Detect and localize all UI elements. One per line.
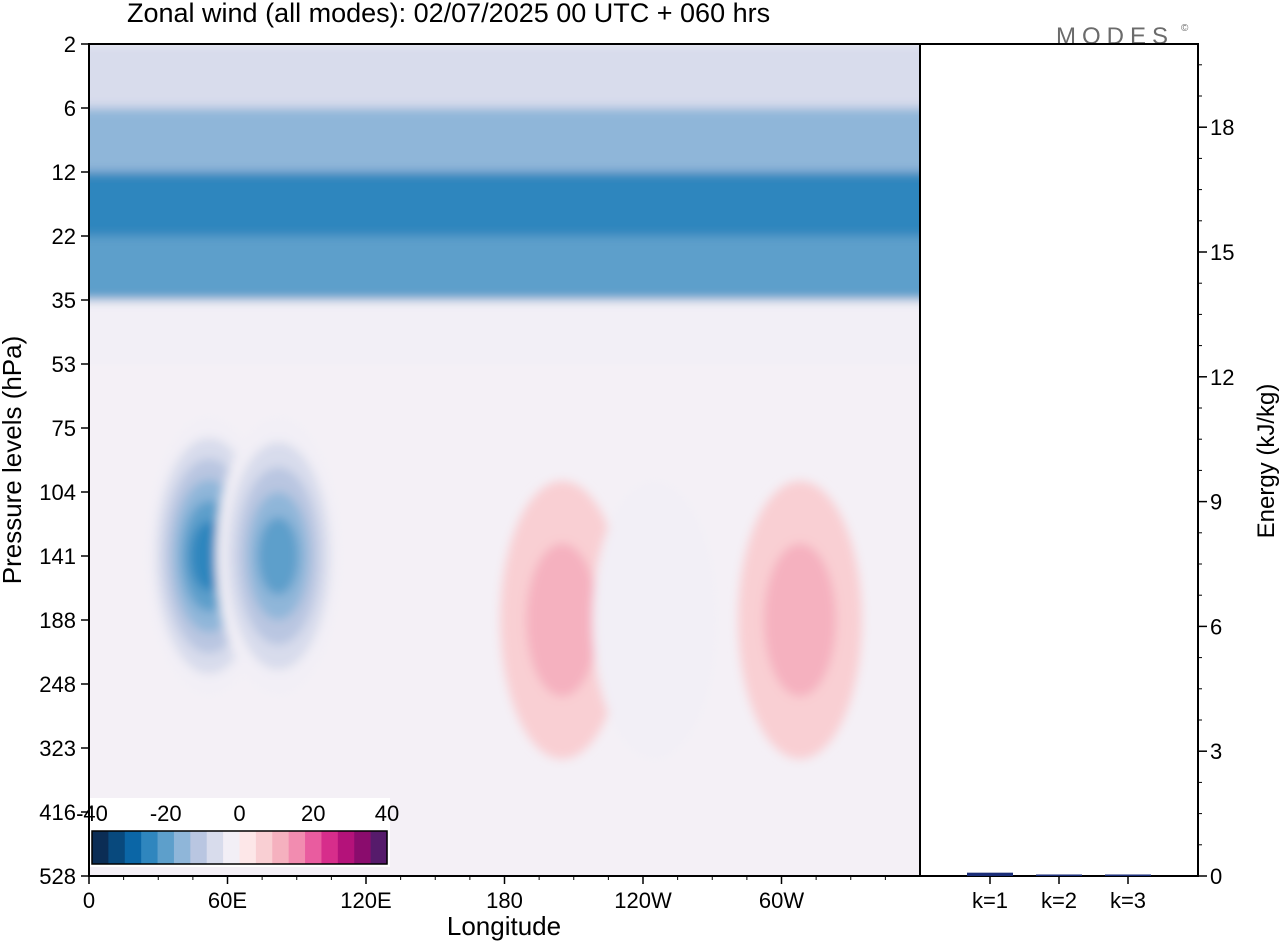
y-tick-label: 104 (39, 480, 76, 505)
y-tick-label: 35 (52, 288, 76, 313)
energy-panel (919, 43, 1199, 877)
pressure-axis: 2 6 12 22 35 53 75 104 141 188 248 323 416 528 (39, 32, 89, 889)
x-tick-label: 60E (208, 888, 247, 913)
colorbar-swatch (173, 831, 191, 864)
colorbar-swatch (206, 831, 224, 864)
x-axis-label: Longitude (447, 911, 561, 941)
colorbar-label: -20 (150, 801, 182, 826)
wind-band (89, 172, 920, 236)
y-tick-label: 22 (52, 224, 76, 249)
wind-band (89, 44, 920, 108)
colorbar-label: 20 (301, 801, 325, 826)
x-tick-label: 60W (759, 888, 804, 913)
colorbar-label: 0 (233, 801, 245, 826)
colorbar-swatch (370, 831, 388, 864)
colorbar-swatch (108, 831, 126, 864)
colorbar-swatch (321, 831, 339, 864)
energy-bar (1036, 874, 1082, 876)
colorbar-swatch (255, 831, 273, 864)
colorbar-swatch (305, 831, 323, 864)
energy-category-label: k=1 (972, 888, 1008, 913)
zonal-wind-heatmap (89, 44, 920, 876)
energy-tick-label: 18 (1210, 115, 1234, 140)
energy-category-label: k=3 (1110, 888, 1146, 913)
x-tick-label: 180 (486, 888, 523, 913)
colorbar-swatch (190, 831, 208, 864)
colorbar-label: -40 (76, 801, 108, 826)
x-tick-label: 0 (83, 888, 95, 913)
longitude-axis: 0 60E 120E 180 120W 60W (83, 876, 886, 913)
colorbar-swatch (239, 831, 257, 864)
y-tick-label: 12 (52, 160, 76, 185)
wind-contour (763, 543, 836, 697)
energy-tick-label: 3 (1210, 739, 1222, 764)
x-tick-label: 120E (340, 888, 391, 913)
energy-tick-label: 15 (1210, 240, 1234, 265)
figure-title: Zonal wind (all modes): 02/07/2025 00 UT… (127, 0, 770, 28)
wind-band (89, 108, 920, 172)
colorbar-swatch (92, 831, 109, 864)
wind-contour (592, 481, 717, 759)
wind-contour (257, 517, 299, 595)
energy-tick-label: 12 (1210, 365, 1234, 390)
y-tick-label: 6 (64, 96, 76, 121)
colorbar-swatch (272, 831, 290, 864)
x-tick-label: 120W (614, 888, 672, 913)
energy-axis-label: Energy (kJ/kg) (1253, 384, 1280, 539)
heatmap-field (89, 44, 920, 759)
y-tick-label: 53 (52, 352, 76, 377)
colorbar-label: 40 (375, 801, 399, 826)
y-tick-label: 323 (39, 736, 76, 761)
energy-category-label: k=2 (1041, 888, 1077, 913)
logo-mark: © (1181, 23, 1189, 34)
colorbar-swatch (157, 831, 175, 864)
y-tick-label: 75 (52, 416, 76, 441)
y-axis-label: Pressure levels (hPa) (0, 336, 27, 585)
wind-contour (526, 543, 599, 697)
energy-tick-label: 0 (1210, 864, 1222, 889)
colorbar-swatch (288, 831, 306, 864)
y-tick-label: 2 (64, 32, 76, 57)
y-tick-label: 528 (39, 864, 76, 889)
colorbar-swatch (141, 831, 159, 864)
colorbar-swatch (124, 831, 142, 864)
wind-band (89, 300, 920, 364)
energy-bar (967, 872, 1013, 876)
energy-tick-label: 6 (1210, 614, 1222, 639)
y-tick-label: 188 (39, 608, 76, 633)
energy-bar (1105, 874, 1151, 876)
y-tick-label: 141 (39, 544, 76, 569)
colorbar: -40 -20 0 20 40 (76, 798, 399, 867)
y-tick-label: 416 (39, 800, 76, 825)
wind-band (89, 236, 920, 300)
colorbar-swatch (223, 831, 241, 864)
colorbar-frame (91, 830, 388, 865)
y-tick-label: 248 (39, 672, 76, 697)
colorbar-swatch (354, 831, 372, 864)
colorbar-swatch (337, 831, 355, 864)
energy-bar-chart: 0 3 6 9 12 15 18 k=1 k=2 k=3 (967, 64, 1234, 913)
energy-tick-label: 9 (1210, 490, 1222, 515)
